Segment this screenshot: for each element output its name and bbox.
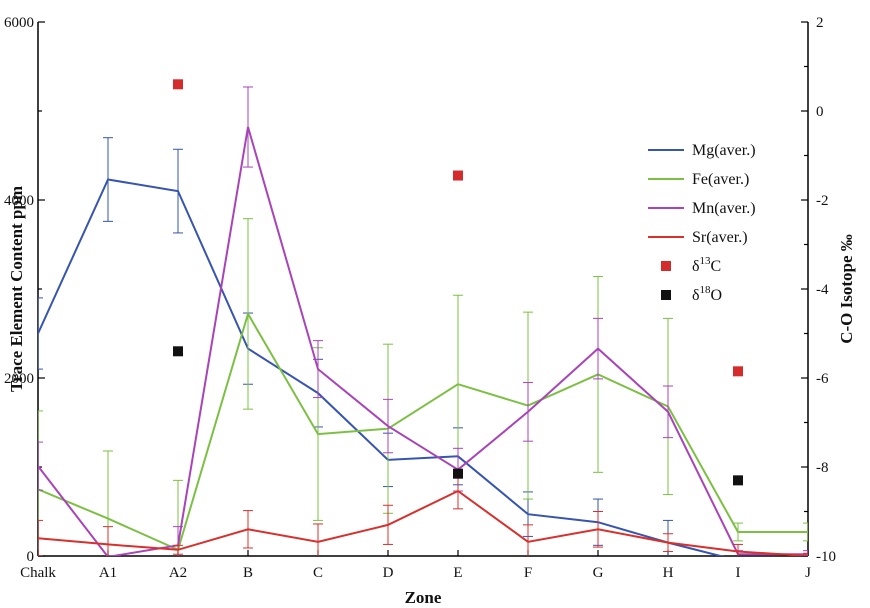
y2-axis-title: C-O Isotope ‰ <box>837 234 856 344</box>
y-tick-label: 0 <box>27 549 35 565</box>
y-tick-label: 2000 <box>4 371 34 387</box>
x-tick-label: B <box>243 565 253 581</box>
legend-label: δ13C <box>692 255 721 275</box>
y-axis-title: Trace Element Content ppm <box>7 186 26 392</box>
series-layer <box>38 86 808 556</box>
x-tick-label: F <box>524 565 532 581</box>
point-c <box>173 79 183 90</box>
y2-tick-label: 2 <box>816 15 824 31</box>
series-line <box>38 126 808 556</box>
point-o <box>173 346 183 357</box>
y-tick-label: 6000 <box>4 15 34 31</box>
series-line <box>38 311 808 552</box>
legend-label: Mn(aver.) <box>692 200 756 217</box>
point-o <box>453 468 463 479</box>
y2-tick-label: -6 <box>816 371 829 387</box>
series-mg <box>38 137 725 556</box>
legend-label: Fe(aver.) <box>692 171 749 188</box>
point-o <box>733 475 743 486</box>
x-tick-label: Chalk <box>20 565 56 581</box>
x-tick-label: I <box>736 565 741 581</box>
x-tick-label: G <box>593 565 604 581</box>
y2-tick-label: -8 <box>816 460 829 476</box>
x-tick-label: A1 <box>99 565 117 581</box>
legend-label: δ18O <box>692 284 722 304</box>
x-tick-label: C <box>313 565 323 581</box>
y2-tick-label: 0 <box>816 104 824 120</box>
legend: Mg(aver.) Fe(aver.) Mn(aver.) Sr(aver.) δ13C… <box>648 142 756 304</box>
series-line <box>38 489 808 556</box>
y2-tick-label: -2 <box>816 193 829 209</box>
legend-swatch <box>661 290 671 300</box>
legend-label: Mg(aver.) <box>692 142 756 159</box>
x-tick-label: J <box>805 565 811 581</box>
isotope-points <box>173 79 743 486</box>
x-tick-label: D <box>383 565 394 581</box>
point-c <box>733 366 743 377</box>
legend-swatch <box>661 261 671 271</box>
x-axis-title: Zone <box>405 588 442 607</box>
x-tick-label: A2 <box>169 565 187 581</box>
series-fe <box>38 218 808 556</box>
x-tick-label: E <box>453 565 462 581</box>
point-c <box>453 170 463 181</box>
y2-tick-label: -10 <box>816 549 836 565</box>
axes: 0 2000 4000 6000 -10 -8 -6 -4 -2 0 2 Chalk A1 A2 B C D E F… <box>4 15 836 581</box>
series-sr <box>38 472 808 556</box>
y-tick-label: 4000 <box>4 193 34 209</box>
y2-tick-label: -4 <box>816 282 829 298</box>
legend-label: Sr(aver.) <box>692 229 748 246</box>
series-mn <box>38 86 808 556</box>
x-tick-label: H <box>663 565 674 581</box>
